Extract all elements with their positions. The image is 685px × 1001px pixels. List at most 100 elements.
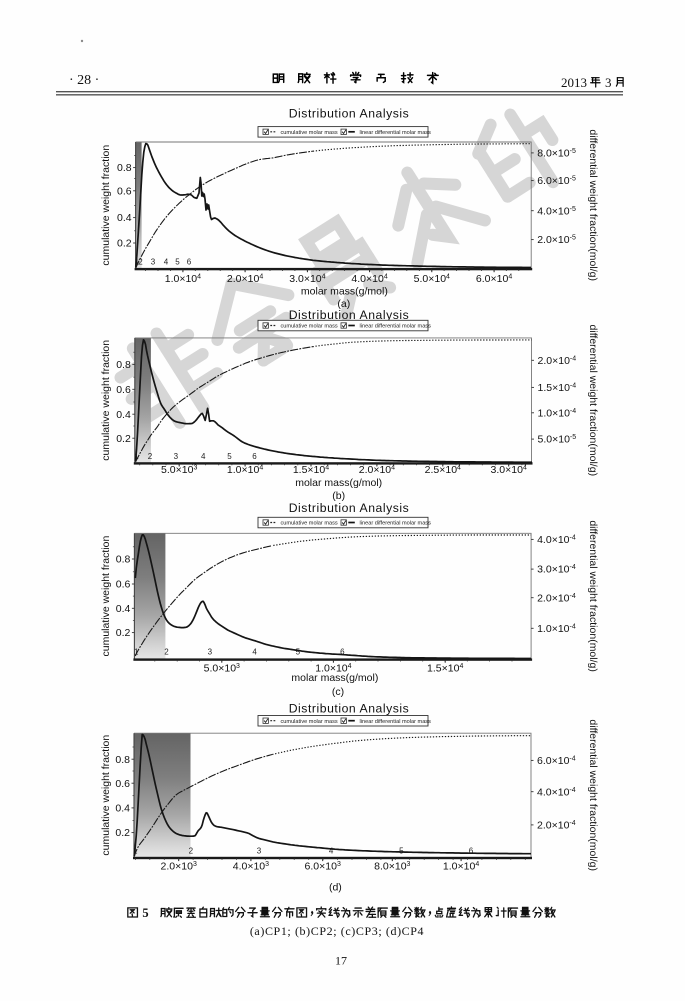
svg-text:cumulative weight fraction: cumulative weight fraction: [100, 735, 112, 856]
svg-text:5.0×104: 5.0×104: [414, 273, 450, 285]
svg-text:Distribution Analysis: Distribution Analysis: [289, 501, 410, 515]
svg-text:2.5×104: 2.5×104: [425, 464, 461, 476]
svg-text:5.0×10-5: 5.0×10-5: [538, 434, 577, 446]
svg-text:3: 3: [174, 452, 179, 461]
svg-text:1.0×104: 1.0×104: [443, 861, 479, 873]
svg-text:0.4: 0.4: [117, 212, 132, 224]
svg-text:0.4: 0.4: [115, 803, 130, 815]
svg-text:1.0×104: 1.0×104: [315, 663, 351, 675]
svg-text:linear differential molar mass: linear differential molar mass: [360, 719, 432, 725]
svg-text:3: 3: [605, 75, 612, 90]
svg-text:4: 4: [252, 647, 257, 656]
svg-text:linear differential molar mass: linear differential molar mass: [360, 324, 432, 330]
svg-text:linear differential molar mass: linear differential molar mass: [360, 521, 432, 527]
svg-text:3.0×104: 3.0×104: [289, 273, 325, 285]
svg-text:2: 2: [164, 647, 169, 656]
svg-text:(a)CP1; (b)CP2; (c)CP3; (d)CP4: (a)CP1; (b)CP2; (c)CP3; (d)CP4: [250, 924, 424, 938]
svg-text:8.0×10-5: 8.0×10-5: [537, 148, 576, 160]
svg-text:0.4: 0.4: [116, 603, 131, 615]
svg-text:5: 5: [399, 847, 404, 856]
svg-text:2.0×104: 2.0×104: [227, 273, 263, 285]
svg-text:2: 2: [138, 257, 143, 266]
svg-text:4.0×10-4: 4.0×10-4: [537, 786, 576, 798]
svg-text:0.2: 0.2: [115, 827, 130, 839]
svg-text:4: 4: [329, 847, 334, 856]
svg-text:4.0×103: 4.0×103: [233, 861, 269, 873]
svg-text:0.8: 0.8: [116, 359, 131, 371]
svg-text:cumulative molar mass: cumulative molar mass: [281, 324, 338, 330]
svg-text:2.0×10-4: 2.0×10-4: [537, 820, 576, 832]
svg-text:6: 6: [469, 847, 474, 856]
svg-text:1.0×10-4: 1.0×10-4: [538, 407, 577, 419]
svg-text:1: 1: [134, 452, 139, 461]
svg-text:6: 6: [187, 257, 192, 266]
svg-text:(a): (a): [337, 298, 350, 310]
svg-text:1: 1: [134, 647, 139, 656]
svg-text:4: 4: [201, 452, 206, 461]
svg-text:17: 17: [335, 954, 347, 968]
svg-text:6.0×103: 6.0×103: [305, 861, 341, 873]
svg-text:3: 3: [151, 257, 156, 266]
svg-text:2.0×10-4: 2.0×10-4: [537, 592, 576, 604]
svg-text:0.8: 0.8: [116, 554, 131, 566]
svg-text:4: 4: [164, 257, 169, 266]
svg-text:differential weight fraction(m: differential weight fraction(mol/g): [587, 325, 599, 477]
svg-text:cumulative weight fraction: cumulative weight fraction: [100, 145, 112, 266]
svg-text:6.0×104: 6.0×104: [476, 273, 512, 285]
svg-text:1.0×104: 1.0×104: [165, 273, 201, 285]
svg-text:(b): (b): [332, 490, 345, 502]
svg-text:0.6: 0.6: [117, 185, 132, 197]
svg-text:linear differential molar mass: linear differential molar mass: [360, 130, 432, 136]
svg-text:5.0×103: 5.0×103: [204, 663, 240, 675]
svg-text:0.2: 0.2: [116, 627, 131, 639]
svg-text:0.6: 0.6: [116, 384, 131, 396]
svg-text:· 28 ·: · 28 ·: [69, 73, 99, 88]
svg-text:5: 5: [227, 452, 232, 461]
svg-text:cumulative molar mass: cumulative molar mass: [281, 130, 338, 136]
svg-text:0.6: 0.6: [116, 579, 131, 591]
svg-text:1.5×104: 1.5×104: [427, 663, 463, 675]
svg-text:0.2: 0.2: [117, 238, 132, 250]
svg-text:cumulative weight fraction: cumulative weight fraction: [100, 340, 112, 461]
svg-text:differential weight fraction(m: differential weight fraction(mol/g): [587, 129, 599, 281]
svg-text:cumulative molar mass: cumulative molar mass: [281, 719, 338, 725]
svg-text:(c): (c): [332, 686, 344, 698]
svg-text:2: 2: [148, 452, 153, 461]
svg-text:3.0×104: 3.0×104: [491, 464, 527, 476]
svg-text:molar mass(g/mol): molar mass(g/mol): [291, 672, 378, 684]
svg-text:1.0×104: 1.0×104: [227, 464, 263, 476]
svg-text:2.0×103: 2.0×103: [161, 861, 197, 873]
svg-text:0.8: 0.8: [115, 754, 130, 766]
svg-text:Distribution Analysis: Distribution Analysis: [289, 702, 410, 716]
svg-text:2.0×104: 2.0×104: [359, 464, 395, 476]
svg-text:molar mass(g/mol): molar mass(g/mol): [295, 477, 382, 489]
svg-text:5: 5: [296, 647, 301, 656]
svg-text:differential weight fraction(m: differential weight fraction(mol/g): [587, 719, 599, 871]
svg-text:0.4: 0.4: [116, 409, 131, 421]
svg-text:6.0×10-4: 6.0×10-4: [537, 755, 576, 767]
svg-text:5: 5: [142, 906, 148, 920]
svg-text:1.5×10-4: 1.5×10-4: [538, 382, 577, 394]
svg-text:(d): (d): [329, 882, 342, 894]
svg-text:2.0×10-4: 2.0×10-4: [538, 355, 577, 367]
svg-text:Distribution Analysis: Distribution Analysis: [289, 107, 410, 121]
svg-text:0.8: 0.8: [117, 162, 132, 174]
svg-text:4.0×10-5: 4.0×10-5: [537, 205, 576, 217]
svg-text:0.2: 0.2: [116, 433, 131, 445]
svg-text:cumulative weight fraction: cumulative weight fraction: [100, 536, 112, 657]
svg-text:3.0×10-4: 3.0×10-4: [537, 564, 576, 576]
svg-text:1.5×104: 1.5×104: [293, 464, 329, 476]
svg-text:cumulative molar mass: cumulative molar mass: [281, 521, 338, 527]
svg-text:1: 1: [135, 257, 140, 266]
svg-text:3: 3: [208, 647, 213, 656]
svg-text:0.6: 0.6: [115, 778, 130, 790]
svg-text:1.0×10-4: 1.0×10-4: [537, 623, 576, 635]
svg-text:6: 6: [252, 452, 257, 461]
svg-text:6: 6: [340, 647, 345, 656]
svg-text:differential weight fraction(m: differential weight fraction(mol/g): [587, 520, 599, 672]
svg-text:2013: 2013: [561, 75, 587, 90]
svg-text:4.0×10-4: 4.0×10-4: [537, 534, 576, 546]
svg-text:6.0×10-5: 6.0×10-5: [537, 175, 576, 187]
svg-text:2.0×10-5: 2.0×10-5: [537, 234, 576, 246]
svg-text:4.0×104: 4.0×104: [351, 273, 387, 285]
